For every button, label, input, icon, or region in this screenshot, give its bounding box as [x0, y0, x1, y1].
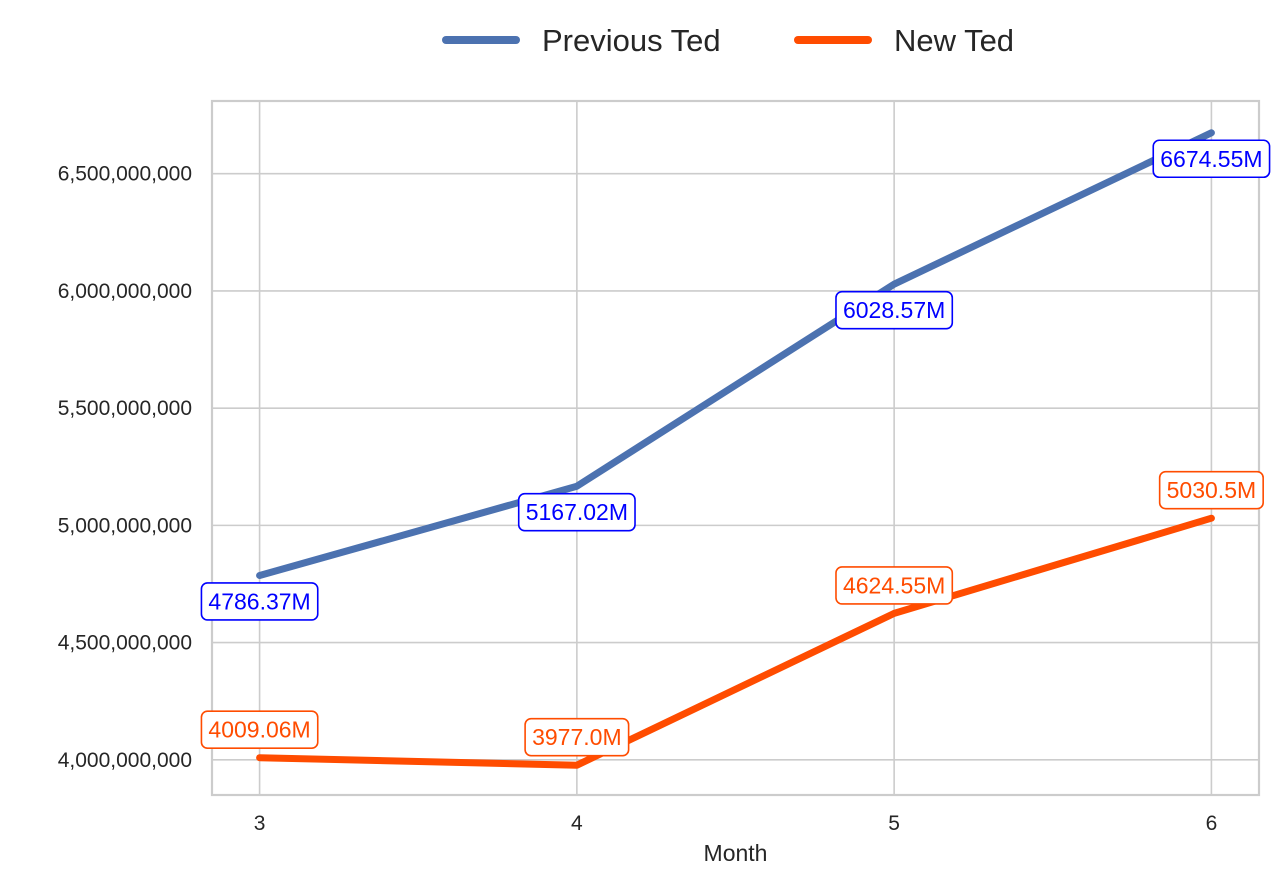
data-labels: 4786.37M 5167.02M 6028.57M 6674.55M 4009.06M… — [200, 139, 1271, 757]
plot-frame — [210, 99, 1261, 797]
data-label-box — [835, 290, 954, 330]
data-label: 3977.0M — [524, 717, 630, 757]
data-label: 6674.55M — [1152, 139, 1271, 179]
y-tick-label: 6,500,000,000 — [58, 163, 192, 186]
data-label: 6028.57M — [835, 290, 954, 330]
x-axis-label: Month — [704, 840, 768, 866]
axes: 3 4 5 6 4,000,000,000 4,500,000,000 5,000,000,… — [58, 99, 1261, 866]
data-label-box — [1158, 470, 1264, 510]
data-label-box — [200, 710, 319, 750]
y-tick-label: 4,000,000,000 — [58, 749, 192, 772]
data-label-box — [200, 582, 319, 621]
data-label: 4009.06M — [200, 710, 319, 750]
y-tick-label: 5,500,000,000 — [58, 397, 192, 420]
data-label-text: 5167.02M — [526, 499, 628, 525]
data-label-text: 5030.5M — [1167, 477, 1257, 503]
y-tick-label: 4,500,000,000 — [58, 632, 192, 655]
x-tick-label: 6 — [1206, 812, 1218, 835]
data-label-box — [1152, 139, 1271, 179]
y-tick-label: 5,000,000,000 — [58, 514, 192, 537]
x-tick-label: 4 — [571, 812, 583, 835]
data-label-box — [524, 717, 630, 757]
data-label: 4786.37M — [200, 582, 319, 621]
series-lines — [256, 129, 1215, 769]
legend-item: New Ted — [794, 23, 1014, 58]
legend: Previous Ted New Ted — [442, 23, 1014, 58]
data-label-text: 6674.55M — [1160, 146, 1262, 172]
data-label-box — [517, 492, 636, 532]
data-label: 5030.5M — [1158, 470, 1264, 510]
data-label-text: 4624.55M — [843, 572, 945, 598]
data-label-text: 6028.57M — [843, 297, 945, 323]
data-label: 4624.55M — [835, 566, 954, 605]
legend-item: Previous Ted — [442, 23, 721, 58]
legend-label: Previous Ted — [542, 23, 721, 58]
y-tick-label: 6,000,000,000 — [58, 280, 192, 303]
data-label-text: 4009.06M — [208, 717, 310, 743]
data-label-text: 3977.0M — [532, 724, 622, 750]
legend-label: New Ted — [894, 23, 1014, 58]
data-label-box — [835, 566, 954, 605]
data-label: 5167.02M — [517, 492, 636, 532]
series-line-0 — [256, 129, 1215, 579]
x-tick-label: 3 — [254, 812, 266, 835]
series-line-1 — [256, 514, 1215, 769]
data-label-text: 4786.37M — [208, 588, 310, 614]
x-tick-label: 5 — [888, 812, 900, 835]
